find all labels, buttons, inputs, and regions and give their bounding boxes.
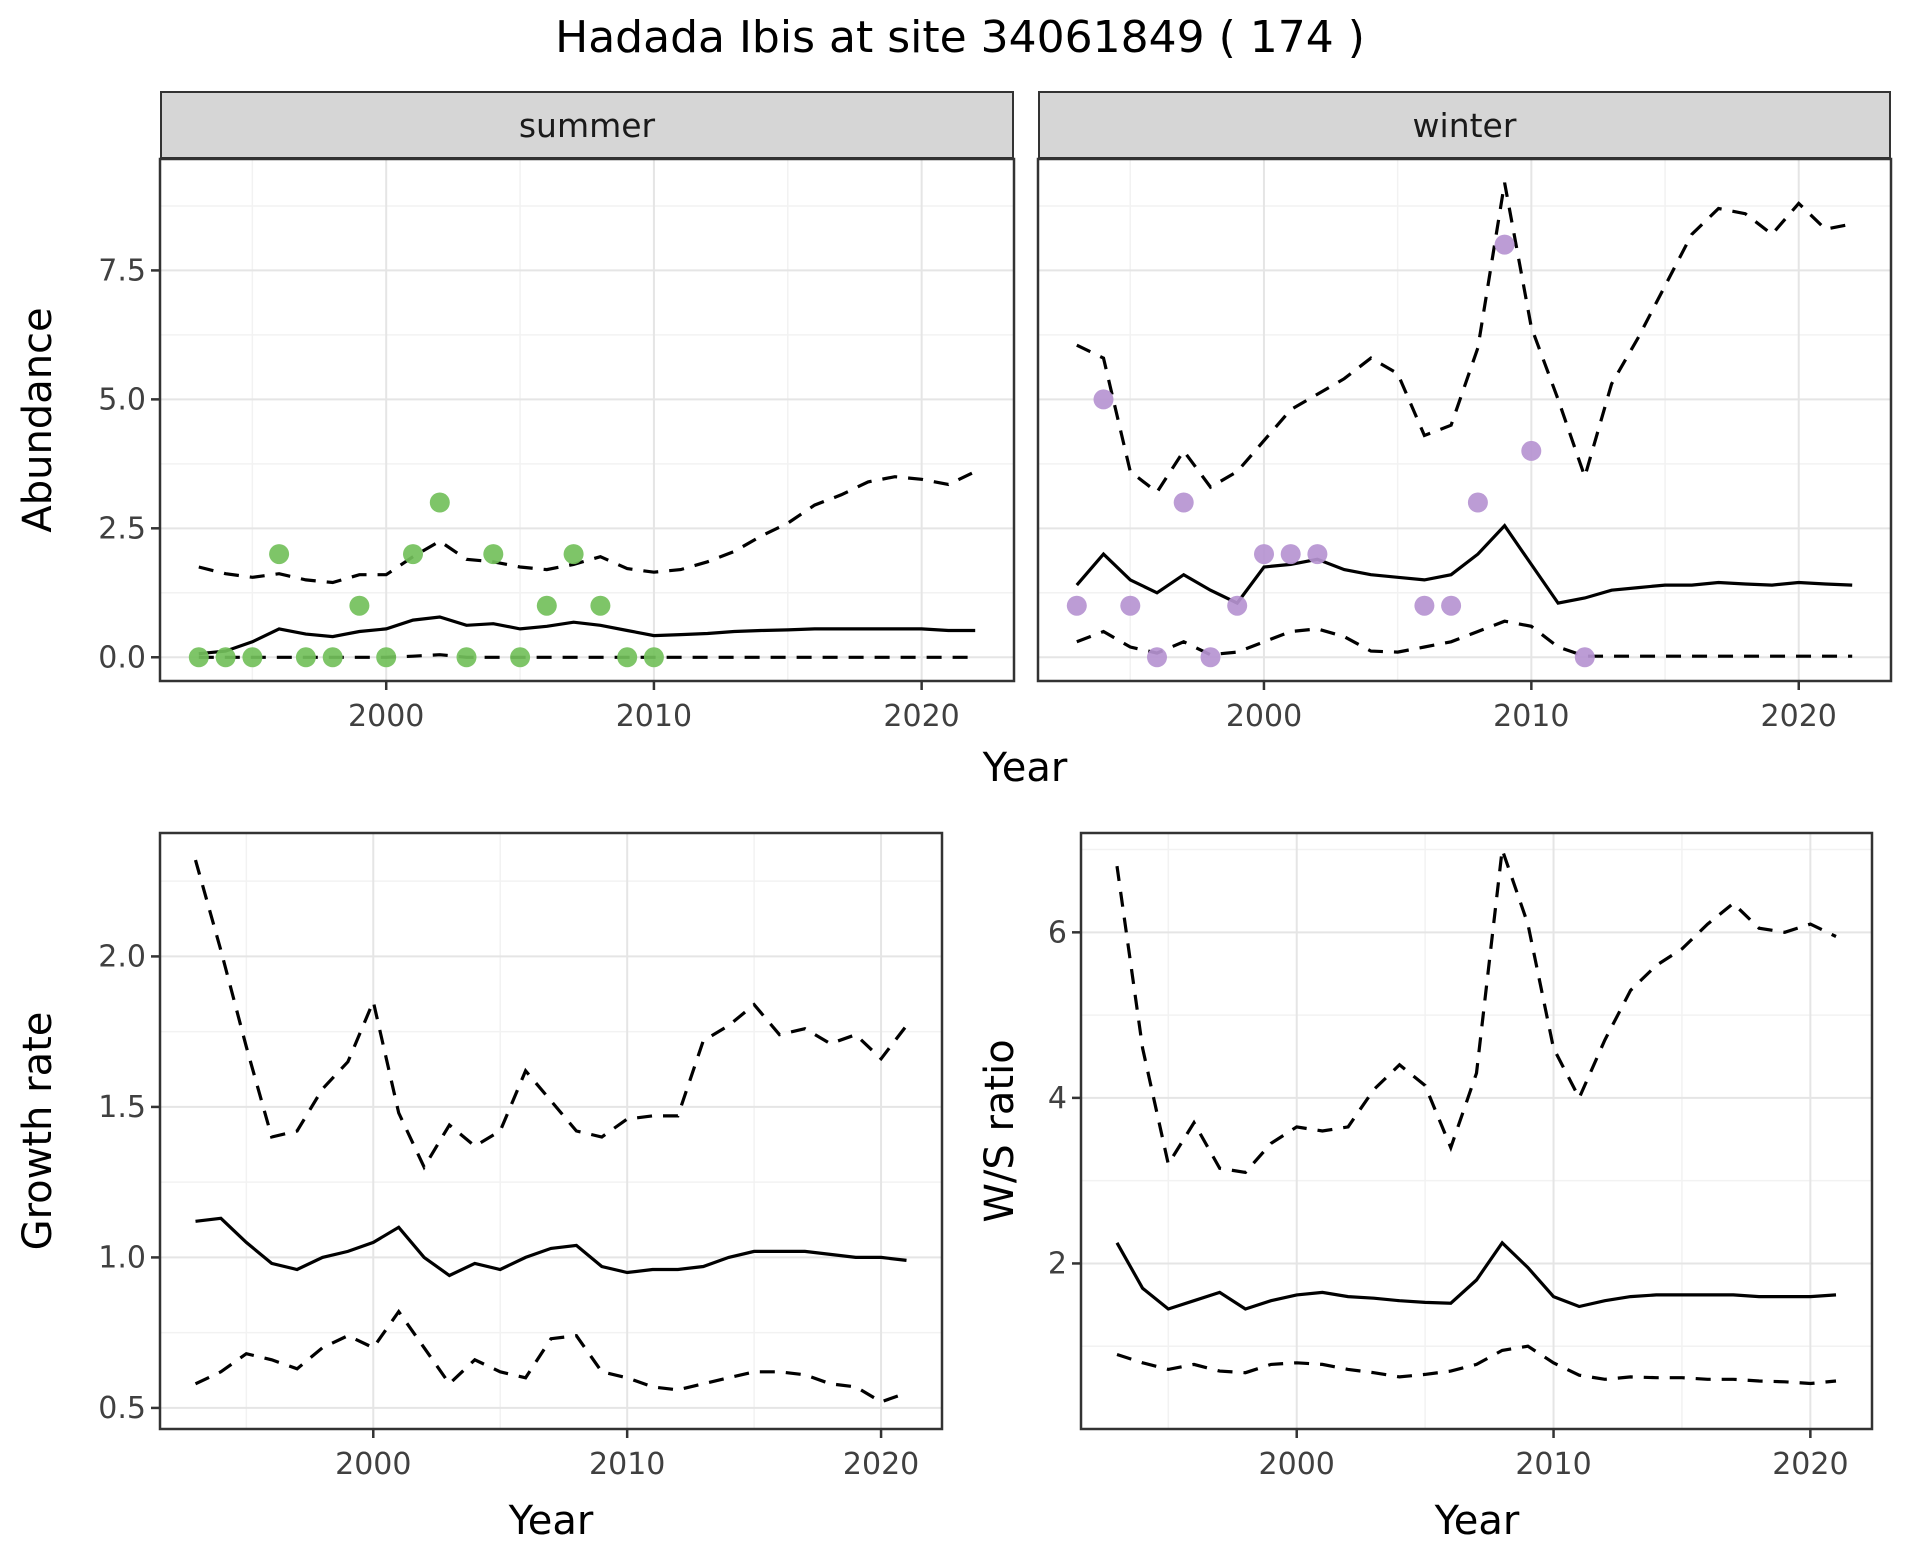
panel-abundance-winter: 2000 2010 2020 bbox=[1036, 157, 1893, 734]
svg-text:6: 6 bbox=[1048, 915, 1067, 950]
svg-text:2.0: 2.0 bbox=[98, 939, 146, 974]
svg-text:2000: 2000 bbox=[1226, 699, 1302, 734]
svg-text:2020: 2020 bbox=[1761, 699, 1837, 734]
svg-text:1.0: 1.0 bbox=[98, 1240, 146, 1275]
svg-text:2010: 2010 bbox=[616, 699, 692, 734]
x-axis-title-growth-rate: Year bbox=[508, 1498, 594, 1544]
svg-text:2.5: 2.5 bbox=[98, 511, 146, 546]
svg-text:2: 2 bbox=[1048, 1246, 1067, 1281]
svg-text:5.0: 5.0 bbox=[98, 382, 146, 417]
facet-strip-summer-label: summer bbox=[518, 105, 656, 145]
panel-ws-ratio: 2000 2010 2020 2 4 6 bbox=[1048, 831, 1874, 1482]
svg-text:2020: 2020 bbox=[1772, 1447, 1848, 1482]
svg-text:0.5: 0.5 bbox=[98, 1391, 146, 1426]
y-axis-title-ws-ratio: W/S ratio bbox=[977, 1039, 1023, 1223]
svg-text:2020: 2020 bbox=[843, 1447, 919, 1482]
svg-text:2000: 2000 bbox=[348, 699, 424, 734]
facet-strip-summer: summer bbox=[160, 91, 1014, 159]
page-title: Hadada Ibis at site 34061849 ( 174 ) bbox=[555, 12, 1365, 63]
svg-text:0.0: 0.0 bbox=[98, 640, 146, 675]
y-axis-title-growth-rate: Growth rate bbox=[15, 1011, 61, 1251]
svg-text:2020: 2020 bbox=[883, 699, 959, 734]
panel-abundance-summer: 2000 2010 2020 0.0 2.5 5.0 7.5 bbox=[98, 157, 1016, 734]
svg-text:2000: 2000 bbox=[1259, 1447, 1335, 1482]
panel-growth-rate: 2000 2010 2020 0.5 1.0 1.5 2.0 bbox=[98, 831, 944, 1482]
svg-text:2010: 2010 bbox=[1493, 699, 1569, 734]
facet-strip-winter-label: winter bbox=[1412, 105, 1517, 145]
svg-text:2010: 2010 bbox=[589, 1447, 665, 1482]
svg-text:1.5: 1.5 bbox=[98, 1090, 146, 1125]
svg-text:2000: 2000 bbox=[335, 1447, 411, 1482]
facet-strip-winter: winter bbox=[1038, 91, 1891, 159]
svg-text:2010: 2010 bbox=[1515, 1447, 1591, 1482]
x-axis-title-top: Year bbox=[982, 745, 1068, 791]
svg-text:7.5: 7.5 bbox=[98, 253, 146, 288]
x-axis-title-ws-ratio: Year bbox=[1434, 1498, 1520, 1544]
y-axis-title-abundance: Abundance bbox=[15, 307, 61, 533]
svg-text:4: 4 bbox=[1048, 1081, 1067, 1116]
